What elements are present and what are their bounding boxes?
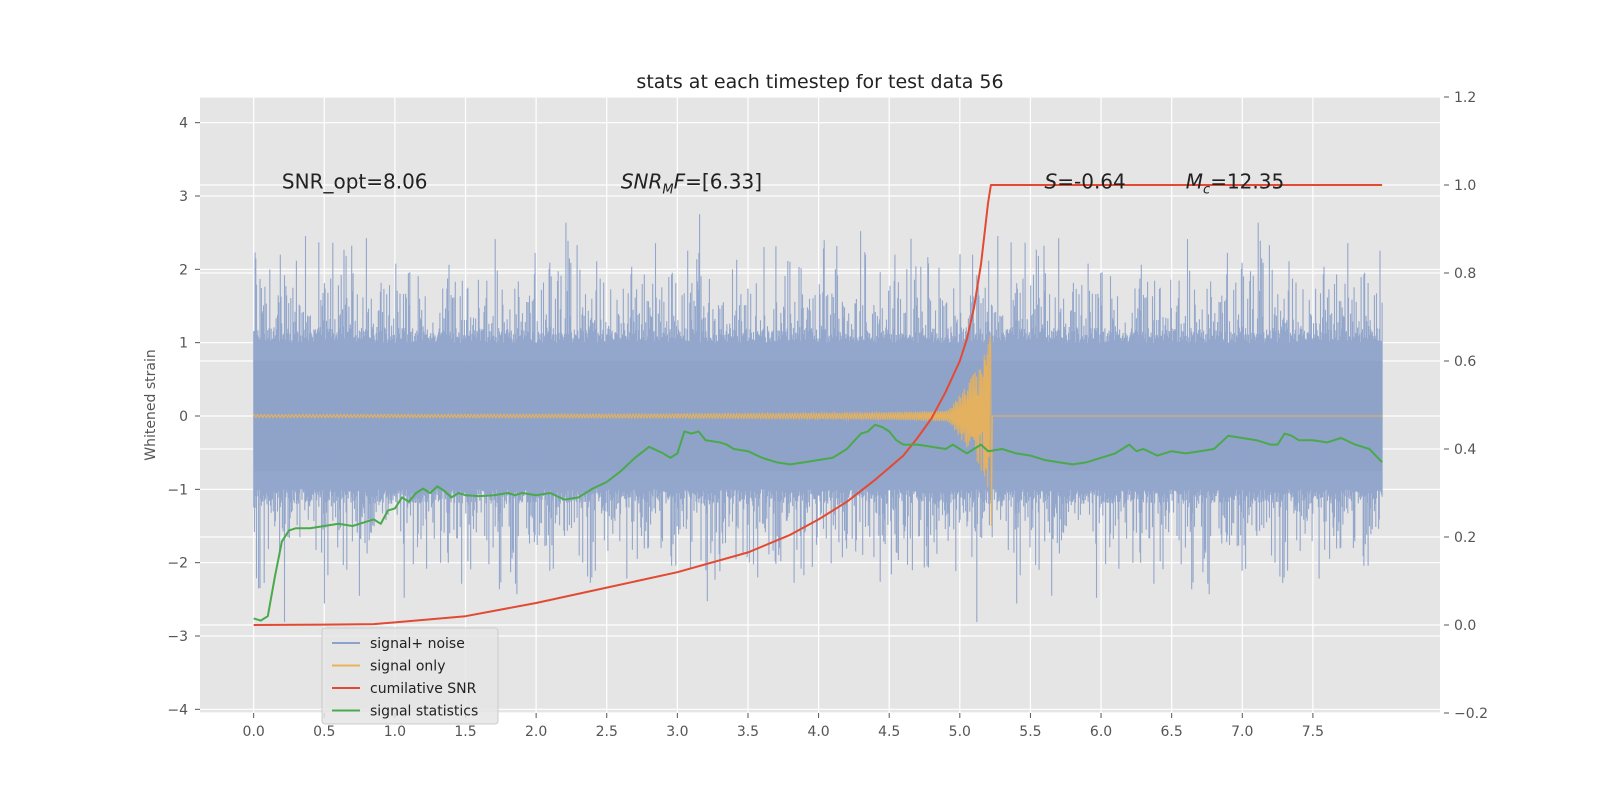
y-tick-label: −1	[167, 482, 188, 498]
x-tick-label: 6.5	[1161, 724, 1183, 740]
legend-entry[interactable]: signal only	[370, 659, 445, 675]
x-tick-label: 4.0	[807, 724, 829, 740]
x-tick-label: 7.5	[1302, 724, 1324, 740]
legend-entry[interactable]: signal+ noise	[370, 636, 465, 652]
annotation-s_stat: S=-0.64	[1045, 169, 1126, 193]
legend-entry[interactable]: signal statistics	[370, 704, 478, 720]
x-tick-label: 0.5	[313, 724, 335, 740]
x-tick-label: 3.5	[737, 724, 759, 740]
series-signal-only	[253, 335, 1383, 527]
annotation-snr_mf: SNRMF=[6.33]	[621, 169, 762, 197]
annotations: SNR_opt=8.06 SNRMF=[6.33] S=-0.64 Mc=12.35	[282, 169, 1284, 197]
x-tick-label: 2.0	[525, 724, 547, 740]
y2-tick-label: −0.2	[1454, 706, 1488, 722]
x-tick-label: 3.0	[666, 724, 688, 740]
x-tick-label: 5.0	[949, 724, 971, 740]
annotation-mc: Mc=12.35	[1186, 169, 1284, 197]
y-tick-label: 2	[179, 262, 188, 278]
annotation-snr_opt: SNR_opt=8.06	[282, 169, 428, 193]
y-tick-label: 1	[179, 336, 188, 352]
y2-tick-label: 0.8	[1454, 266, 1476, 282]
legend-entry[interactable]: cumilative SNR	[370, 681, 477, 697]
y-tick-label: −4	[167, 702, 188, 718]
x-tick-label: 2.5	[596, 724, 618, 740]
x-tick-label: 1.5	[454, 724, 476, 740]
y2-tick-label: 0.6	[1454, 354, 1476, 370]
legend[interactable]: signal+ noise signal only cumilative SNR si…	[321, 627, 499, 725]
series-cumulative-snr	[253, 184, 1383, 626]
x-tick-label: 5.5	[1019, 724, 1041, 740]
y-axis-label: Whitened strain	[143, 349, 159, 460]
x-tick-label: 7.0	[1231, 724, 1253, 740]
y2-tick-label: 1.0	[1454, 178, 1476, 194]
y2-tick-label: 0.0	[1454, 618, 1476, 634]
series-layer	[253, 184, 1383, 626]
y-tick-label: 0	[179, 409, 188, 425]
y-tick-label: 4	[179, 116, 188, 132]
y-tick-label: −3	[167, 629, 188, 645]
y-tick-label: −2	[167, 556, 188, 572]
x-tick-label: 4.5	[878, 724, 900, 740]
x-tick-label: 6.0	[1090, 724, 1112, 740]
y2-tick-label: 1.2	[1454, 90, 1476, 106]
y2-tick-label: 0.4	[1454, 442, 1476, 458]
y-tick-label: 3	[179, 189, 188, 205]
legend-box	[321, 627, 499, 725]
series-signal-statistics	[253, 423, 1383, 622]
x-tick-label: 0.0	[243, 724, 265, 740]
axes: 0.0 0.5 1.0 1.5 2.0 2.5 3.0 3.5 4.0 4.5 5.0 5.5 6.0 6…	[167, 90, 1488, 740]
y2-tick-label: 0.2	[1454, 530, 1476, 546]
chart-title: stats at each timestep for test data 56	[636, 71, 1003, 93]
x-tick-label: 1.0	[384, 724, 406, 740]
